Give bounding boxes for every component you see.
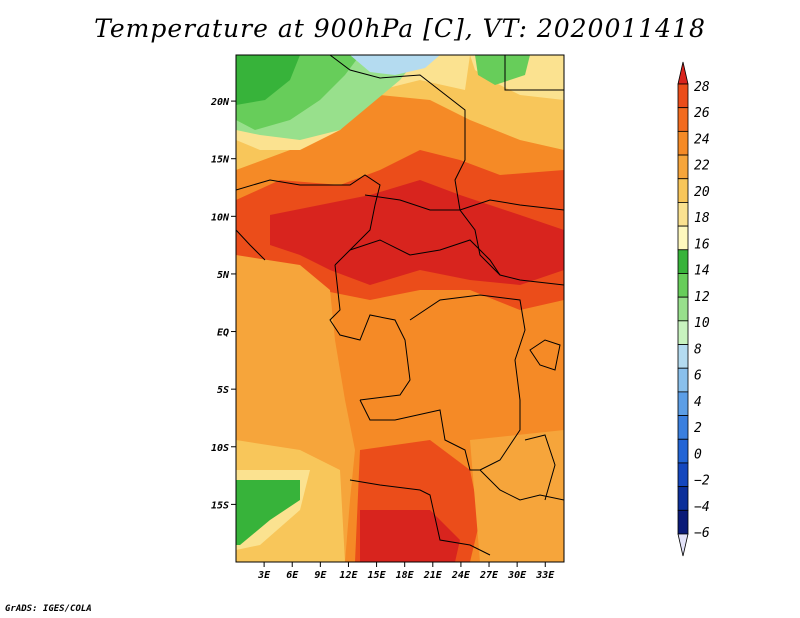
colorbar-segment <box>677 462 689 488</box>
lon-tick-label: 15E <box>368 570 387 581</box>
lon-tick-label: 12E <box>339 570 358 581</box>
colorbar-label: 14 <box>694 264 710 279</box>
colorbar-segment <box>677 296 689 322</box>
colorbar-segment <box>677 83 689 109</box>
colorbar-label: 12 <box>694 290 710 305</box>
colorbar-label: 28 <box>694 80 710 95</box>
lon-tick-label: 21E <box>423 570 443 581</box>
map-title: Temperature at 900hPa [C], VT: 202001141… <box>94 14 706 43</box>
longitude-axis: 3E 6E 9E 12E 15E 18E 21E 24E 27E 30E 33E <box>257 562 555 581</box>
colorbar-segment <box>677 178 689 203</box>
colorbar-segment <box>677 107 689 132</box>
colorbar-segment <box>677 273 689 298</box>
colorbar-segment <box>677 391 689 416</box>
colorbar-label: 22 <box>694 159 710 174</box>
colorbar-label: −6 <box>694 526 710 541</box>
lon-tick-label: 27E <box>479 570 499 581</box>
colorbar-segment <box>677 130 689 156</box>
colorbar-label: −2 <box>694 474 710 489</box>
colorbar-label: 24 <box>694 132 710 147</box>
lon-tick-label: 18E <box>396 570 415 581</box>
colorbar-label: 2 <box>694 421 702 436</box>
lon-tick-label: 3E <box>257 570 271 581</box>
colorbar-label: 10 <box>694 316 710 331</box>
colorbar-segment <box>677 438 689 464</box>
lat-tick-label: 10S <box>211 443 229 454</box>
lon-tick-label: 33E <box>535 570 555 581</box>
grads-credit: GrADS: IGES/COLA <box>5 604 92 614</box>
lat-tick-label: 5N <box>217 270 230 281</box>
colorbar-label: 26 <box>694 106 710 121</box>
lat-tick-label: EQ <box>217 328 229 339</box>
lat-tick-label: 20N <box>210 97 230 108</box>
colorbar-segment <box>677 320 689 345</box>
lat-tick-label: 15N <box>211 155 230 166</box>
colorbar-label: 18 <box>694 211 710 226</box>
colorbar-segment <box>677 344 689 369</box>
lat-tick-label: 5S <box>217 385 229 396</box>
lon-tick-label: 24E <box>451 570 471 581</box>
colorbar-label: −4 <box>694 500 710 515</box>
lat-tick-label: 15S <box>211 500 229 511</box>
field-north-green <box>236 55 300 105</box>
colorbar-label: 4 <box>694 395 702 410</box>
colorbar-top-triangle <box>677 61 689 85</box>
field-south-hottest <box>360 510 460 562</box>
map-frame <box>235 54 565 563</box>
colorbar-segment <box>677 486 689 511</box>
latitude-axis: 20N 15N 10N 5N EQ 5S 10S 15S <box>210 97 236 511</box>
field-north-lightblue <box>350 55 440 75</box>
colorbar-segment <box>677 225 689 251</box>
field-ne-green <box>475 55 530 85</box>
colorbar-label: 8 <box>694 342 702 357</box>
field-hottest-band <box>270 180 564 285</box>
colorbar-segment <box>677 249 689 274</box>
colorbar-segment <box>677 367 689 393</box>
colorbar-bottom-triangle <box>677 533 689 557</box>
temperature-field <box>236 55 564 562</box>
lat-tick-label: 10N <box>211 212 230 223</box>
colorbar-segment <box>677 509 689 535</box>
colorbar-segment <box>677 202 689 227</box>
country-borders <box>236 55 564 556</box>
field-sw-green <box>236 480 300 545</box>
colorbar-label: 0 <box>694 447 702 462</box>
colorbar-label: 6 <box>694 369 702 384</box>
lon-tick-label: 9E <box>314 570 327 581</box>
colorbar-label: 16 <box>694 237 710 252</box>
lon-tick-label: 6E <box>286 570 299 581</box>
colorbar-label: 20 <box>694 185 710 200</box>
lon-tick-label: 30E <box>507 570 527 581</box>
colorbar-segment <box>677 154 689 180</box>
colorbar-segment <box>677 415 689 440</box>
